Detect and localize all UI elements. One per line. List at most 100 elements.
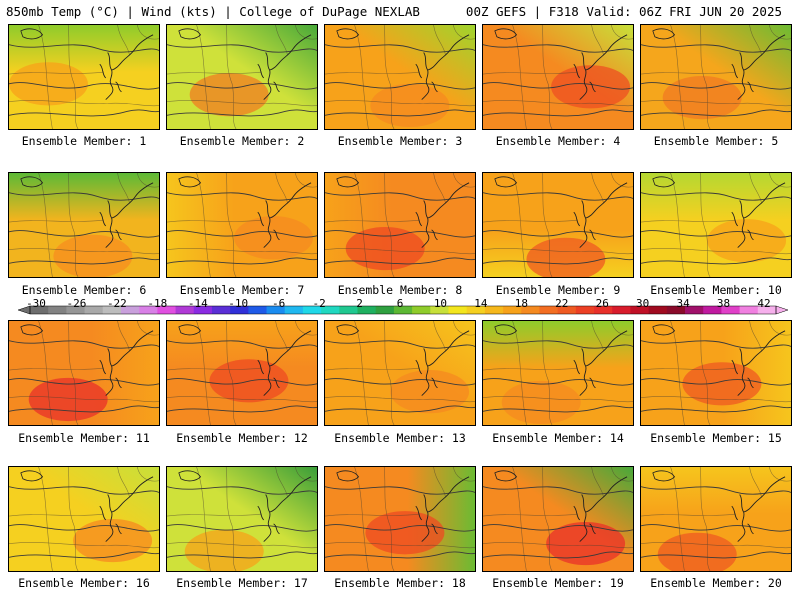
- colorbar-swatch: [484, 306, 504, 314]
- temperature-field: [325, 321, 475, 425]
- colorbar-swatch: [339, 306, 359, 314]
- height-contour: [641, 378, 791, 386]
- height-contour: [167, 340, 317, 349]
- temperature-colorbar: [18, 305, 788, 315]
- ensemble-member-map: [166, 466, 318, 572]
- colorbar-tick-label: 22: [555, 297, 569, 310]
- colorbar-tick-label: 42: [757, 297, 771, 310]
- colorbar-tick-label: -26: [66, 297, 87, 310]
- height-contour: [483, 109, 633, 117]
- ensemble-member-label: Ensemble Member: 11: [18, 431, 150, 445]
- ensemble-member-map: [482, 24, 634, 130]
- temperature-field: [483, 321, 633, 425]
- height-contour: [641, 44, 791, 53]
- temperature-field: [483, 467, 633, 571]
- lake-outline: [652, 324, 676, 336]
- warm-anomaly: [53, 234, 133, 277]
- lake-outline: [20, 470, 44, 482]
- state-borders: [325, 25, 475, 129]
- ensemble-member-map: [482, 320, 634, 426]
- colorbar-tick-label: -30: [26, 297, 46, 310]
- ensemble-member-map: [482, 172, 634, 278]
- colorbar-tick-label: 38: [716, 297, 731, 310]
- colorbar-right-arrow: [775, 305, 788, 315]
- lake-outline: [652, 470, 676, 482]
- colorbar-tick-label: -14: [187, 297, 208, 310]
- colorbar-swatch: [175, 306, 195, 314]
- lake-outline: [494, 470, 518, 482]
- warm-anomaly: [682, 362, 762, 406]
- colorbar-swatch: [193, 306, 213, 314]
- warm-anomaly: [657, 532, 737, 571]
- height-contour: [9, 82, 159, 90]
- warm-anomaly: [707, 219, 787, 263]
- colorbar-swatch: [448, 306, 468, 314]
- warm-anomaly: [234, 216, 314, 260]
- state-borders: [167, 321, 317, 425]
- warm-anomaly: [526, 237, 606, 277]
- ensemble-member-map: [324, 466, 476, 572]
- colorbar-swatch: [120, 306, 140, 314]
- colorbar-swatch: [321, 306, 340, 314]
- colorbar-swatch: [230, 306, 249, 314]
- coastline: [415, 330, 470, 396]
- warm-anomaly: [184, 529, 264, 571]
- height-contour: [483, 405, 633, 413]
- colorbar-swatch: [466, 306, 486, 314]
- colorbar-swatch: [612, 306, 631, 314]
- colorbar-swatch: [266, 306, 286, 314]
- state-borders: [483, 321, 633, 425]
- coastline: [415, 34, 470, 100]
- height-contour: [641, 405, 791, 413]
- coastline: [573, 476, 628, 542]
- ensemble-member-label: Ensemble Member: 1: [21, 134, 147, 148]
- ensemble-member-map: [8, 466, 160, 572]
- lake-outline: [336, 324, 360, 336]
- colorbar-tick-label: 26: [595, 297, 609, 310]
- state-borders: [641, 467, 791, 571]
- state-borders: [641, 321, 791, 425]
- ensemble-member-map: [640, 24, 792, 130]
- temperature-field: [483, 25, 633, 129]
- colorbar-swatch: [284, 306, 304, 314]
- colorbar-swatch: [157, 306, 177, 314]
- colorbar-swatch: [84, 306, 104, 314]
- state-borders: [325, 467, 475, 571]
- height-contour: [9, 378, 159, 386]
- temperature-field: [641, 25, 791, 129]
- state-borders: [167, 173, 317, 277]
- ensemble-member-map: [324, 24, 476, 130]
- ensemble-member-map: [640, 172, 792, 278]
- colorbar-swatch: [302, 306, 322, 314]
- coastline: [573, 182, 628, 248]
- temperature-field: [641, 467, 791, 571]
- state-borders: [325, 173, 475, 277]
- ensemble-member-label: Ensemble Member: 5: [653, 134, 779, 148]
- colorbar-swatch: [357, 306, 377, 314]
- temperature-field: [167, 321, 317, 425]
- height-contour: [9, 486, 159, 495]
- coastline: [257, 182, 312, 248]
- lake-outline: [20, 28, 44, 40]
- temperature-field: [9, 321, 159, 425]
- height-contour: [9, 524, 159, 532]
- colorbar-swatch: [685, 306, 704, 314]
- model-run-info: 00Z GEFS | F318 Valid: 06Z FRI JUN 20 20…: [465, 4, 782, 19]
- ensemble-member-label: Ensemble Member: 6: [21, 283, 147, 297]
- warm-anomaly: [501, 380, 581, 425]
- state-borders: [325, 321, 475, 425]
- temperature-field: [9, 467, 159, 571]
- ensemble-member-label: Ensemble Member: 9: [495, 283, 621, 297]
- lake-outline: [178, 470, 202, 482]
- ensemble-member-label: Ensemble Member: 18: [334, 576, 466, 590]
- ensemble-member-map: [8, 172, 160, 278]
- colorbar-tick-label: 2: [356, 297, 363, 310]
- height-contour: [483, 192, 633, 201]
- state-borders: [167, 25, 317, 129]
- height-contour: [167, 82, 317, 90]
- height-contour: [483, 486, 633, 495]
- height-contour: [641, 551, 791, 559]
- height-contour: [325, 257, 475, 265]
- colorbar-swatch: [102, 306, 122, 314]
- height-contour: [483, 230, 633, 238]
